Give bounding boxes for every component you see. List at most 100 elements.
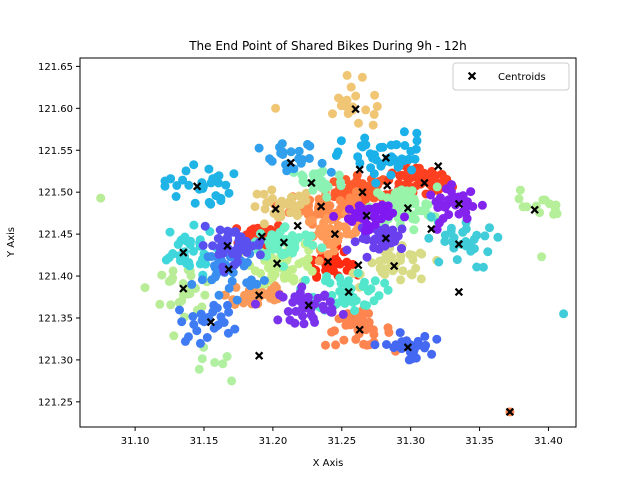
centroid-marker [454, 199, 464, 209]
data-point [215, 244, 225, 254]
centroid-markers [179, 105, 539, 417]
data-point [360, 133, 370, 143]
centroid-marker [389, 261, 399, 271]
data-point [290, 208, 299, 217]
data-point [330, 238, 340, 248]
data-point [299, 319, 309, 329]
data-point [375, 263, 385, 273]
data-point [325, 278, 335, 288]
data-point [173, 240, 183, 249]
y-tick-label: 121.35 [38, 313, 73, 324]
data-point [458, 207, 468, 217]
data-point [275, 142, 284, 152]
centroid-marker [355, 165, 364, 174]
data-point [259, 219, 269, 229]
data-point [397, 224, 407, 234]
data-point [405, 250, 415, 259]
data-point [550, 204, 560, 214]
x-axis-label: X Axis [313, 458, 344, 469]
data-point [252, 189, 262, 199]
data-point [294, 191, 304, 201]
data-point [267, 286, 277, 296]
centroid-marker [403, 203, 413, 213]
data-point [412, 136, 422, 146]
data-point [189, 220, 199, 230]
centroid-marker [307, 178, 316, 188]
data-point [461, 224, 471, 234]
data-point [477, 200, 487, 210]
data-point [426, 212, 436, 222]
data-point [223, 328, 233, 338]
centroid-marker [344, 287, 353, 297]
data-point [336, 177, 345, 187]
data-point [211, 264, 221, 274]
x-tick-label: 31.20 [259, 436, 288, 447]
data-point [383, 323, 393, 333]
data-point [203, 252, 213, 262]
data-point [348, 179, 358, 189]
data-point [460, 198, 470, 207]
data-point [411, 263, 421, 273]
data-point [447, 180, 456, 190]
centroid-marker [427, 224, 436, 234]
data-point [466, 187, 476, 197]
data-point [197, 316, 207, 325]
data-point [515, 185, 525, 195]
data-point [259, 189, 269, 199]
data-point [189, 160, 199, 170]
data-point [407, 270, 417, 280]
data-point [276, 212, 286, 222]
data-point [202, 333, 212, 342]
data-point [383, 285, 393, 295]
centroid-marker [383, 181, 392, 190]
legend: Centroids [452, 62, 570, 91]
data-point [370, 150, 379, 160]
centroid-marker [420, 178, 429, 188]
data-point [317, 158, 327, 168]
data-point [389, 343, 399, 353]
data-point [400, 212, 409, 222]
data-point [317, 243, 327, 253]
data-point [412, 128, 422, 138]
data-point [344, 204, 354, 214]
data-point [96, 193, 106, 203]
y-tick-label: 121.30 [38, 355, 73, 366]
data-point [278, 292, 288, 302]
data-point [224, 188, 234, 198]
data-point [250, 202, 260, 212]
data-point [188, 312, 198, 321]
data-point [273, 244, 283, 254]
data-point [180, 336, 190, 346]
data-point [371, 202, 381, 212]
y-tick-label: 121.50 [38, 188, 73, 199]
data-point [232, 295, 242, 305]
data-point [214, 290, 224, 300]
data-point [229, 169, 239, 179]
data-point [266, 231, 276, 241]
data-point [321, 340, 330, 350]
data-point [214, 178, 223, 188]
data-point [424, 233, 434, 243]
data-point [298, 172, 308, 182]
data-point [388, 225, 398, 235]
centroid-marker [330, 229, 340, 239]
data-point [344, 296, 354, 306]
data-point [200, 290, 210, 300]
data-point [333, 220, 343, 230]
data-point [224, 283, 234, 293]
data-point [303, 262, 313, 271]
data-point [381, 251, 391, 261]
centroid-marker [224, 265, 233, 274]
data-point [360, 277, 369, 287]
centroid-marker [351, 105, 360, 114]
data-point [187, 279, 197, 289]
data-point [295, 200, 305, 210]
data-point [270, 269, 280, 279]
data-point [318, 301, 328, 311]
data-point [347, 313, 357, 322]
data-point [189, 246, 198, 256]
centroid-marker [254, 351, 264, 360]
data-point [393, 231, 403, 241]
y-axis-label: Y Axis [6, 227, 17, 258]
y-tick-label: 121.65 [38, 62, 73, 73]
